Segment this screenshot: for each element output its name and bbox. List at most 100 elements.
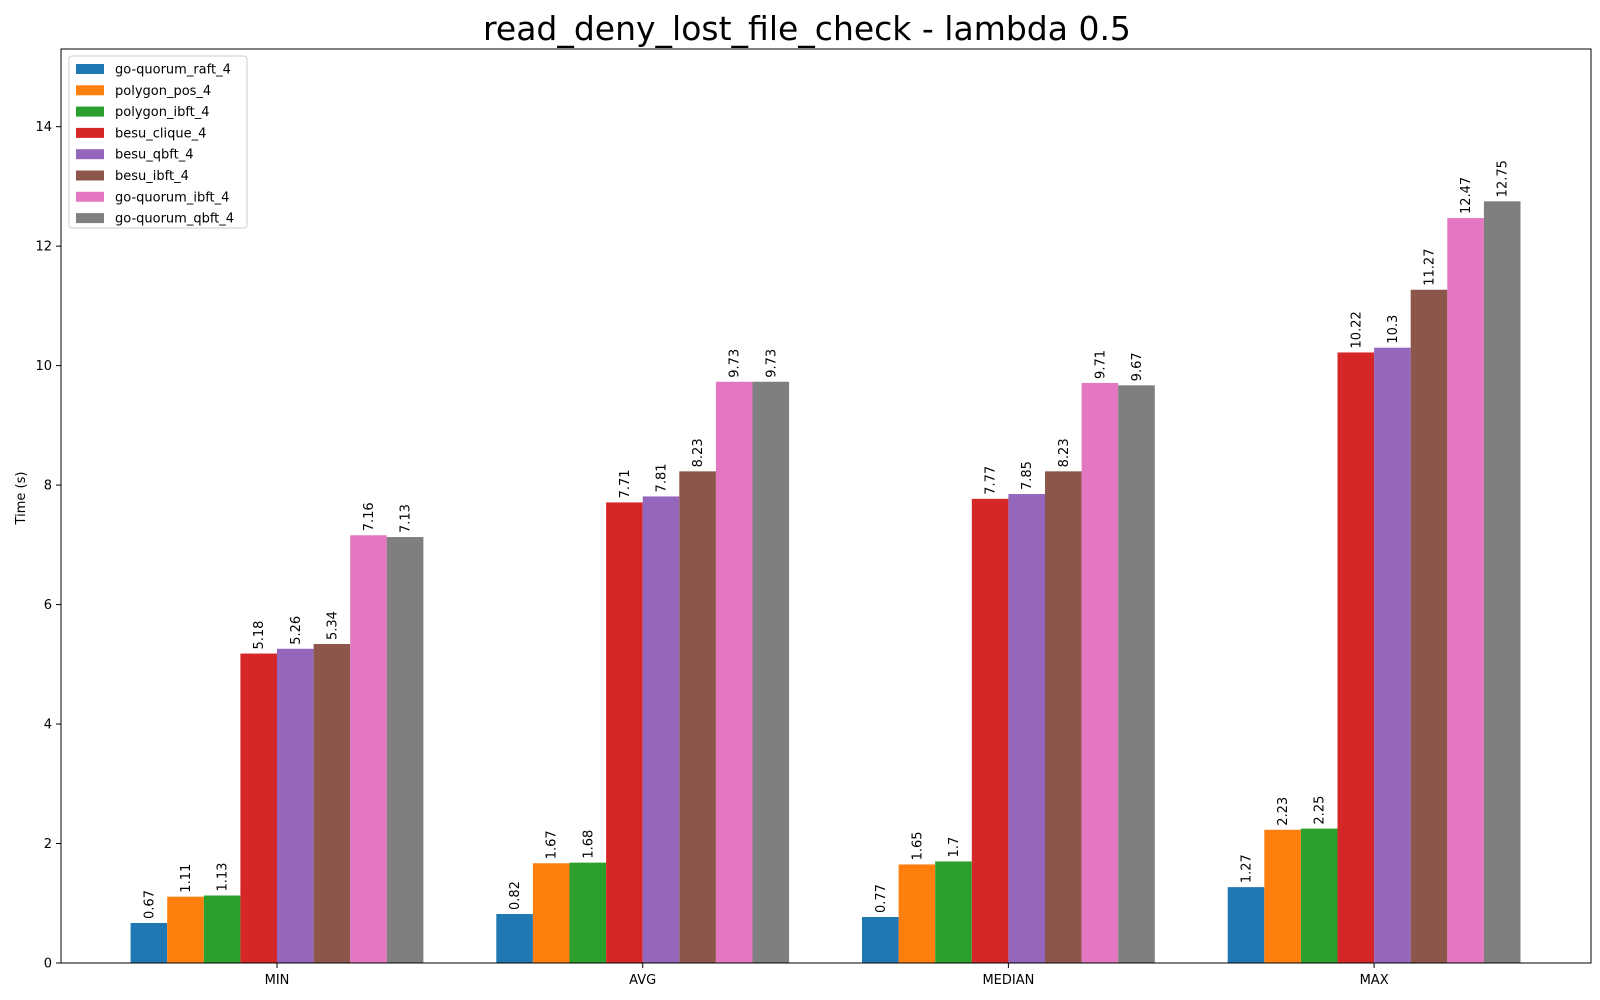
bar xyxy=(1483,201,1521,963)
bar-value-label: 8.23 xyxy=(691,438,706,467)
bar xyxy=(679,471,716,963)
bar xyxy=(1374,347,1411,963)
bar xyxy=(350,535,387,963)
bar-value-label: 1.13 xyxy=(216,863,231,892)
legend-label: besu_clique_4 xyxy=(115,126,206,141)
legend-label: besu_ibft_4 xyxy=(115,169,189,184)
y-tick-label: 0 xyxy=(44,957,52,972)
bar xyxy=(569,862,607,963)
bar-value-label: 7.13 xyxy=(399,504,414,533)
legend-swatch xyxy=(76,85,104,96)
legend-swatch xyxy=(76,170,104,181)
legend-label: go-quorum_ibft_4 xyxy=(115,190,229,205)
bar xyxy=(971,498,1009,963)
bar-value-label: 2.25 xyxy=(1313,796,1328,825)
bar-value-label: 7.77 xyxy=(984,466,999,495)
bar xyxy=(313,644,351,963)
x-tick-label: AVG xyxy=(629,973,656,988)
bar xyxy=(1264,829,1301,963)
bar xyxy=(1300,828,1338,963)
legend-swatch xyxy=(76,106,104,117)
legend-swatch xyxy=(76,64,104,74)
bar-value-label: 10.22 xyxy=(1349,311,1364,348)
bar xyxy=(532,863,570,963)
chart-title: read_deny_lost_file_check - lambda 0.5 xyxy=(483,9,1131,48)
bar xyxy=(752,381,790,963)
legend-box xyxy=(68,55,248,229)
bar xyxy=(1410,289,1448,963)
y-axis-ticks: 0 2 4 6 8 10 12 14 xyxy=(35,120,61,972)
legend-swatch xyxy=(76,127,104,138)
bar-value-label: 0.77 xyxy=(874,884,889,913)
bar-value-label: 7.85 xyxy=(1020,461,1035,490)
bar-value-label: 7.71 xyxy=(618,469,633,498)
bar xyxy=(1337,352,1375,964)
y-tick-label: 14 xyxy=(35,120,52,135)
bar-value-label: 9.71 xyxy=(1093,350,1108,379)
bar-value-label: 2.23 xyxy=(1276,797,1291,826)
bar xyxy=(935,861,972,963)
bar-value-label: 9.73 xyxy=(764,349,779,378)
x-tick-label: MAX xyxy=(1360,973,1389,988)
plot-frame xyxy=(60,48,1592,964)
bar-value-label: 1.11 xyxy=(179,864,194,893)
bar xyxy=(386,537,424,963)
y-axis-label: Time (s) xyxy=(14,472,29,526)
y-tick-label: 2 xyxy=(44,837,52,852)
bar-value-label: 1.67 xyxy=(545,830,560,859)
bar-value-label: 1.27 xyxy=(1240,854,1255,883)
bar xyxy=(240,653,277,963)
legend-label: polygon_ibft_4 xyxy=(115,105,210,120)
bar-value-label: 1.65 xyxy=(910,831,925,860)
bar xyxy=(1045,471,1082,963)
bar-value-label: 12.47 xyxy=(1459,177,1474,214)
bar-value-label: 0.82 xyxy=(508,881,523,910)
bar xyxy=(1008,494,1045,963)
bar-value-label: 0.67 xyxy=(142,890,157,919)
legend-swatch xyxy=(76,213,104,224)
bar xyxy=(1447,218,1484,963)
y-tick-label: 6 xyxy=(44,598,52,613)
bar-value-label: 5.18 xyxy=(252,621,267,650)
bar-value-label: 12.75 xyxy=(1496,160,1511,197)
bar-value-label: 11.27 xyxy=(1423,249,1438,286)
x-axis-ticks: MIN AVG MEDIAN MAX xyxy=(265,963,1389,988)
bar-value-label: 5.34 xyxy=(325,611,340,640)
bar xyxy=(203,895,241,963)
legend-swatch xyxy=(76,149,104,160)
bars-group xyxy=(130,201,1521,964)
bar xyxy=(167,896,204,963)
bar xyxy=(496,914,533,963)
bar xyxy=(715,381,753,963)
bar-value-label: 1.68 xyxy=(581,830,596,859)
x-tick-label: MEDIAN xyxy=(982,973,1034,988)
bar-value-label: 9.67 xyxy=(1130,352,1145,381)
bar xyxy=(1118,385,1155,964)
legend-label: polygon_pos_4 xyxy=(115,84,211,99)
y-tick-label: 8 xyxy=(44,479,52,494)
bar-value-label: 5.26 xyxy=(289,616,304,645)
bar-value-label: 1.7 xyxy=(947,837,962,858)
x-tick-label: MIN xyxy=(265,973,290,988)
bar xyxy=(1227,887,1265,963)
legend-swatch xyxy=(76,191,104,202)
bar xyxy=(642,496,680,963)
bar-value-label: 7.81 xyxy=(655,463,670,492)
bar xyxy=(277,648,314,963)
bar-value-label: 9.73 xyxy=(728,349,743,378)
bar xyxy=(898,864,936,963)
legend-label: go-quorum_qbft_4 xyxy=(115,212,234,227)
y-tick-label: 12 xyxy=(35,240,52,255)
bar xyxy=(1081,382,1119,963)
y-tick-label: 4 xyxy=(44,718,52,733)
y-tick-label: 10 xyxy=(35,359,52,374)
bar xyxy=(606,502,643,963)
legend-label: go-quorum_raft_4 xyxy=(115,63,231,78)
bar-value-label: 7.16 xyxy=(362,502,377,531)
legend-label: besu_qbft_4 xyxy=(115,148,193,163)
legend: go-quorum_raft_4 polygon_pos_4 polygon_ibf… xyxy=(68,55,248,229)
bar-labels-group: 0.67 0.82 0.77 1.27 1.11 1.67 1.65 2.23 1.13 1.68… xyxy=(142,160,1510,919)
bar xyxy=(130,922,168,963)
bar xyxy=(862,917,899,963)
